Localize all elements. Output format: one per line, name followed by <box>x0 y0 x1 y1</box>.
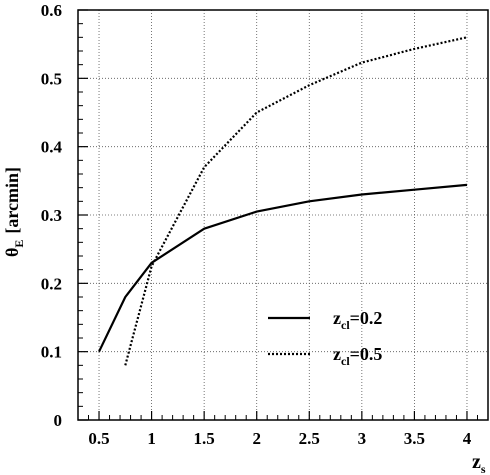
x-tick-label: 3.5 <box>404 429 425 448</box>
x-tick-label: 2 <box>252 429 261 448</box>
legend-label-zcl-0-5: zcl=0.5 <box>333 344 382 368</box>
legend-label-zcl-0-2: zcl=0.2 <box>333 308 382 332</box>
y-tick-label: 0.6 <box>41 1 62 20</box>
y-tick-label: 0.4 <box>41 138 63 157</box>
x-tick-label: 3 <box>358 429 367 448</box>
y-tick-label: 0.2 <box>41 274 62 293</box>
grid <box>78 10 488 420</box>
x-tick-label: 1.5 <box>194 429 215 448</box>
y-tick-label: 0.3 <box>41 206 62 225</box>
series-line-zcl-0-5 <box>124 36 468 366</box>
y-tick-label: 0.1 <box>41 343 62 362</box>
x-tick-label: 1 <box>147 429 156 448</box>
tick-labels: 0.5 1 1.5 2 2.5 3 3.5 4 0 0.1 0.2 0.3 0.4 0.5 0.6 <box>41 1 472 448</box>
ticks <box>77 9 489 421</box>
y-axis-label: θE[arcmin] <box>2 167 26 257</box>
y-tick-label: 0 <box>54 411 63 430</box>
x-tick-label: 4 <box>463 429 472 448</box>
legend: zcl=0.2 zcl=0.5 <box>268 308 382 368</box>
series-line-zcl-0-2 <box>98 183 468 353</box>
y-tick-label: 0.5 <box>41 69 62 88</box>
x-tick-label: 0.5 <box>88 429 109 448</box>
series-layer <box>98 36 468 366</box>
x-axis-label: zs <box>472 451 486 475</box>
x-tick-label: 2.5 <box>299 429 320 448</box>
